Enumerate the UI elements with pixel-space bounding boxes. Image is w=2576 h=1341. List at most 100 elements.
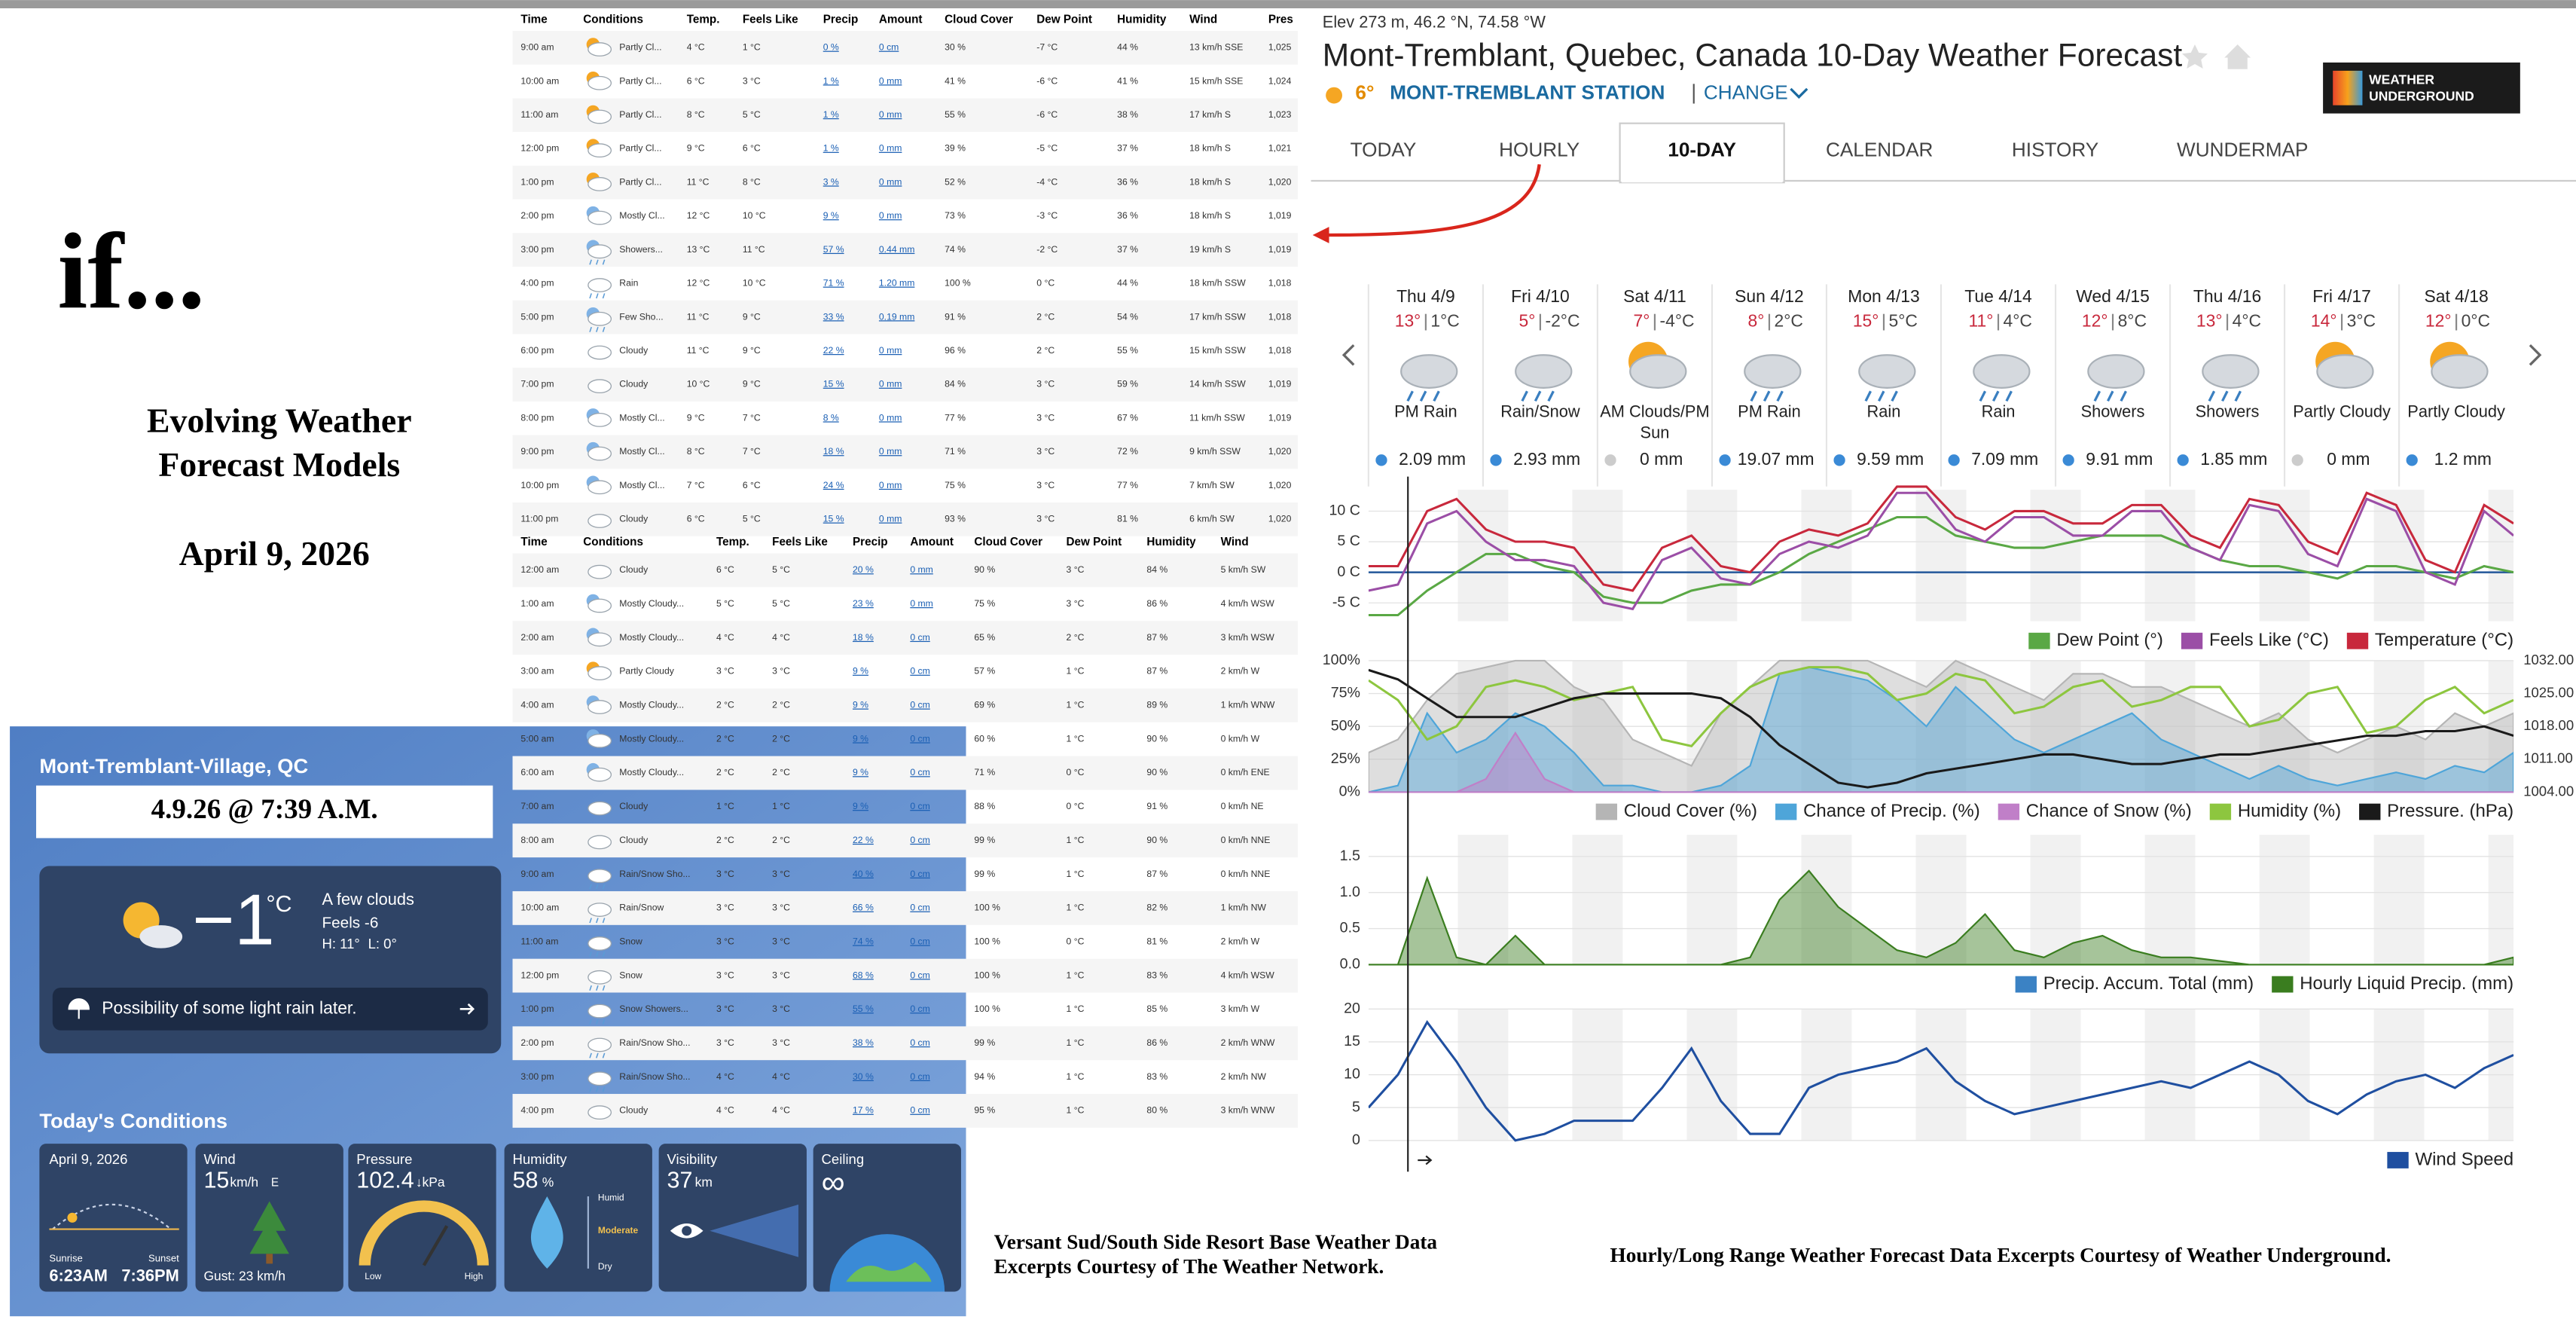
tab[interactable]: TODAY [1351, 139, 1417, 161]
table-cell[interactable]: 0 cm [910, 767, 929, 777]
table-cell[interactable]: 15 % [823, 379, 844, 389]
table-cell[interactable]: 9 % [853, 666, 868, 677]
day-name[interactable]: Sun 4/12 [1735, 286, 1804, 306]
table-cell[interactable]: 22 % [823, 345, 844, 356]
table-cell: 9 °C [743, 345, 761, 356]
table-cell[interactable]: 0 cm [910, 1003, 929, 1014]
station[interactable]: MONT-TREMBLANT STATION [1390, 81, 1665, 103]
home-icon[interactable] [2224, 44, 2251, 69]
table-cell[interactable]: 0 cm [910, 700, 929, 710]
y-tick-label: 5 C [1337, 533, 1360, 549]
table-cell[interactable]: 9 % [853, 801, 868, 811]
change-link[interactable]: CHANGE [1704, 81, 1788, 103]
table-cell[interactable]: 17 % [853, 1105, 874, 1116]
table-cell[interactable]: 66 % [853, 903, 874, 913]
table-cell[interactable]: 1 % [823, 75, 839, 86]
day-name[interactable]: Fri 4/17 [2312, 286, 2371, 306]
tab[interactable]: HOURLY [1499, 139, 1579, 161]
table-cell[interactable]: 0 mm [879, 379, 902, 389]
table-cell[interactable]: 0 mm [910, 564, 933, 575]
table-cell[interactable]: 0 cm [910, 666, 929, 677]
table-cell[interactable]: 18 % [823, 446, 844, 457]
table-cell[interactable]: 0 mm [879, 514, 902, 524]
table-cell[interactable]: 74 % [853, 936, 874, 946]
day-name[interactable]: Sat 4/18 [2424, 286, 2488, 306]
table-cell[interactable]: 0 cm [910, 801, 929, 811]
table-cell[interactable]: 33 % [823, 311, 844, 322]
table-cell[interactable]: 0 mm [879, 412, 902, 423]
table-cell[interactable]: 71 % [823, 278, 844, 289]
table-cell[interactable]: 68 % [853, 970, 874, 980]
table-cell[interactable]: 22 % [853, 835, 874, 845]
table-cell[interactable]: 0 cm [910, 733, 929, 744]
day-name[interactable]: Mon 4/13 [1848, 286, 1919, 306]
table-cell[interactable]: 3 % [823, 176, 839, 187]
table-cell: 0 km/h ENE [1221, 767, 1270, 777]
table-cell: 15 km/h SSW [1189, 345, 1246, 356]
table-cell[interactable]: 0 mm [879, 109, 902, 120]
table-cell: 5 °C [743, 109, 761, 120]
table-cell[interactable]: 0 cm [910, 869, 929, 879]
star-icon[interactable] [2181, 44, 2208, 69]
tab[interactable]: 10-DAY [1668, 139, 1736, 161]
table-cell[interactable]: 0 mm [879, 446, 902, 457]
table-cell[interactable]: 55 % [853, 1003, 874, 1014]
table-cell[interactable]: 0.19 mm [879, 311, 914, 322]
tab[interactable]: CALENDAR [1826, 139, 1933, 161]
table-cell[interactable]: 9 % [823, 210, 839, 221]
tab[interactable]: WUNDERMAP [2177, 139, 2308, 161]
table-cell[interactable]: 9 % [853, 767, 868, 777]
table-cell[interactable]: 57 % [823, 244, 844, 255]
row-stripe [512, 300, 1299, 334]
table-cell[interactable]: 0 cm [910, 1037, 929, 1048]
table-cell: 1,019 [1268, 244, 1292, 255]
table-cell[interactable]: 0 mm [879, 176, 902, 187]
next-arrow[interactable] [2529, 344, 2542, 366]
line [1368, 515, 2514, 617]
table-cell[interactable]: 0.44 mm [879, 244, 914, 255]
day-name[interactable]: Wed 4/15 [2076, 286, 2150, 306]
day-name[interactable]: Fri 4/10 [1511, 286, 1570, 306]
table-cell[interactable]: 18 % [853, 632, 874, 643]
table-cell[interactable]: 24 % [823, 480, 844, 490]
table-cell[interactable]: 23 % [853, 598, 874, 609]
table-cell[interactable]: 0 cm [910, 1105, 929, 1116]
table-cell[interactable]: 20 % [853, 564, 874, 575]
day-name[interactable]: Tue 4/14 [1964, 286, 2032, 306]
table-cell[interactable]: 0 cm [910, 970, 929, 980]
table-cell: 30 % [945, 42, 966, 53]
y-tick-label: 0% [1339, 784, 1360, 800]
table-cell[interactable]: 1 % [823, 143, 839, 154]
table-cell[interactable]: 0 cm [910, 835, 929, 845]
table-cell: 18 km/h S [1189, 210, 1231, 221]
day-name[interactable]: Thu 4/16 [2193, 286, 2261, 306]
table-cell[interactable]: 0 cm [910, 1071, 929, 1082]
table-cell[interactable]: 0 mm [910, 598, 933, 609]
table-cell[interactable]: 0 cm [910, 903, 929, 913]
alert-bar[interactable] [52, 987, 488, 1031]
table-cell[interactable]: 40 % [853, 869, 874, 879]
table-cell[interactable]: 30 % [853, 1071, 874, 1082]
legend-label: Wind Speed [2415, 1149, 2513, 1169]
table-cell[interactable]: 9 % [853, 700, 868, 710]
table-cell[interactable]: 1.20 mm [879, 278, 914, 289]
table-cell[interactable]: 0 mm [879, 143, 902, 154]
table-cell[interactable]: 0 % [823, 42, 839, 53]
table-cell[interactable]: 0 mm [879, 210, 902, 221]
day-name[interactable]: Sat 4/11 [1623, 286, 1686, 306]
day-name[interactable]: Thu 4/9 [1396, 286, 1455, 306]
table-cell[interactable]: 0 cm [910, 936, 929, 946]
table-cell[interactable]: 8 % [823, 412, 839, 423]
prev-arrow[interactable] [1341, 344, 1355, 366]
table-cell[interactable]: 38 % [853, 1037, 874, 1048]
table-cell[interactable]: 0 cm [910, 632, 929, 643]
table-cell[interactable]: 0 mm [879, 480, 902, 490]
table-cell[interactable]: 0 mm [879, 75, 902, 86]
tab[interactable]: HISTORY [2012, 139, 2098, 161]
table-cell[interactable]: 15 % [823, 514, 844, 524]
table-cell[interactable]: 1 % [823, 109, 839, 120]
table-cell: 37 % [1117, 244, 1138, 255]
table-cell[interactable]: 0 mm [879, 345, 902, 356]
table-cell[interactable]: 0 cm [879, 42, 899, 53]
table-cell[interactable]: 9 % [853, 733, 868, 744]
